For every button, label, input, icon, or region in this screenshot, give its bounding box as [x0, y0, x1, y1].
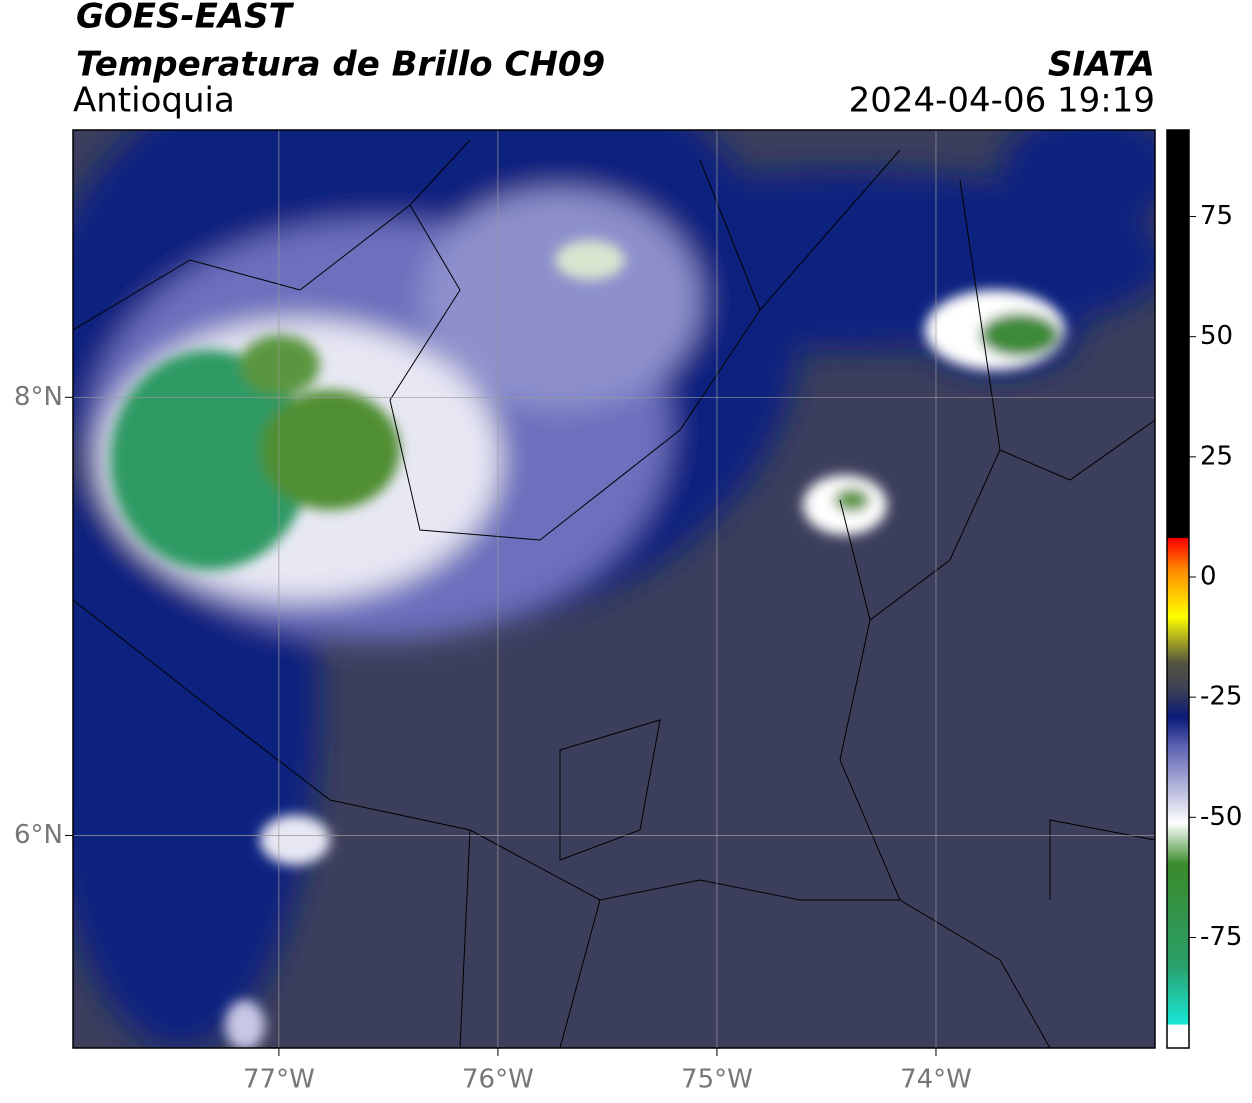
colorbar-tick-label: 50	[1200, 321, 1233, 351]
x-tick-label: 77°W	[243, 1065, 315, 1095]
colorbar	[1166, 129, 1190, 1049]
x-tick-label: 75°W	[681, 1065, 753, 1095]
colorbar-tick-label: 0	[1200, 561, 1217, 591]
colorbar-tick-label: -25	[1200, 682, 1242, 712]
map-image	[73, 130, 1155, 1048]
subtitle: Temperatura de Brillo CH09	[76, 45, 605, 85]
map-frame	[72, 129, 1156, 1049]
datetime: 2024-04-06 19:19	[849, 81, 1155, 121]
y-tick-label: 8°N	[14, 382, 63, 412]
colorbar-tick-label: -75	[1200, 922, 1242, 952]
colorbar-tick-label: -50	[1200, 802, 1242, 832]
colorbar-tick-label: 75	[1200, 201, 1233, 231]
region: Antioquia	[73, 81, 235, 121]
x-tick-label: 74°W	[900, 1065, 972, 1095]
x-tick-label: 76°W	[462, 1065, 534, 1095]
source: SIATA	[1048, 45, 1155, 85]
title: GOES-EAST	[76, 0, 295, 37]
colorbar-tick-label: 25	[1200, 441, 1233, 471]
y-tick-label: 6°N	[14, 820, 63, 850]
